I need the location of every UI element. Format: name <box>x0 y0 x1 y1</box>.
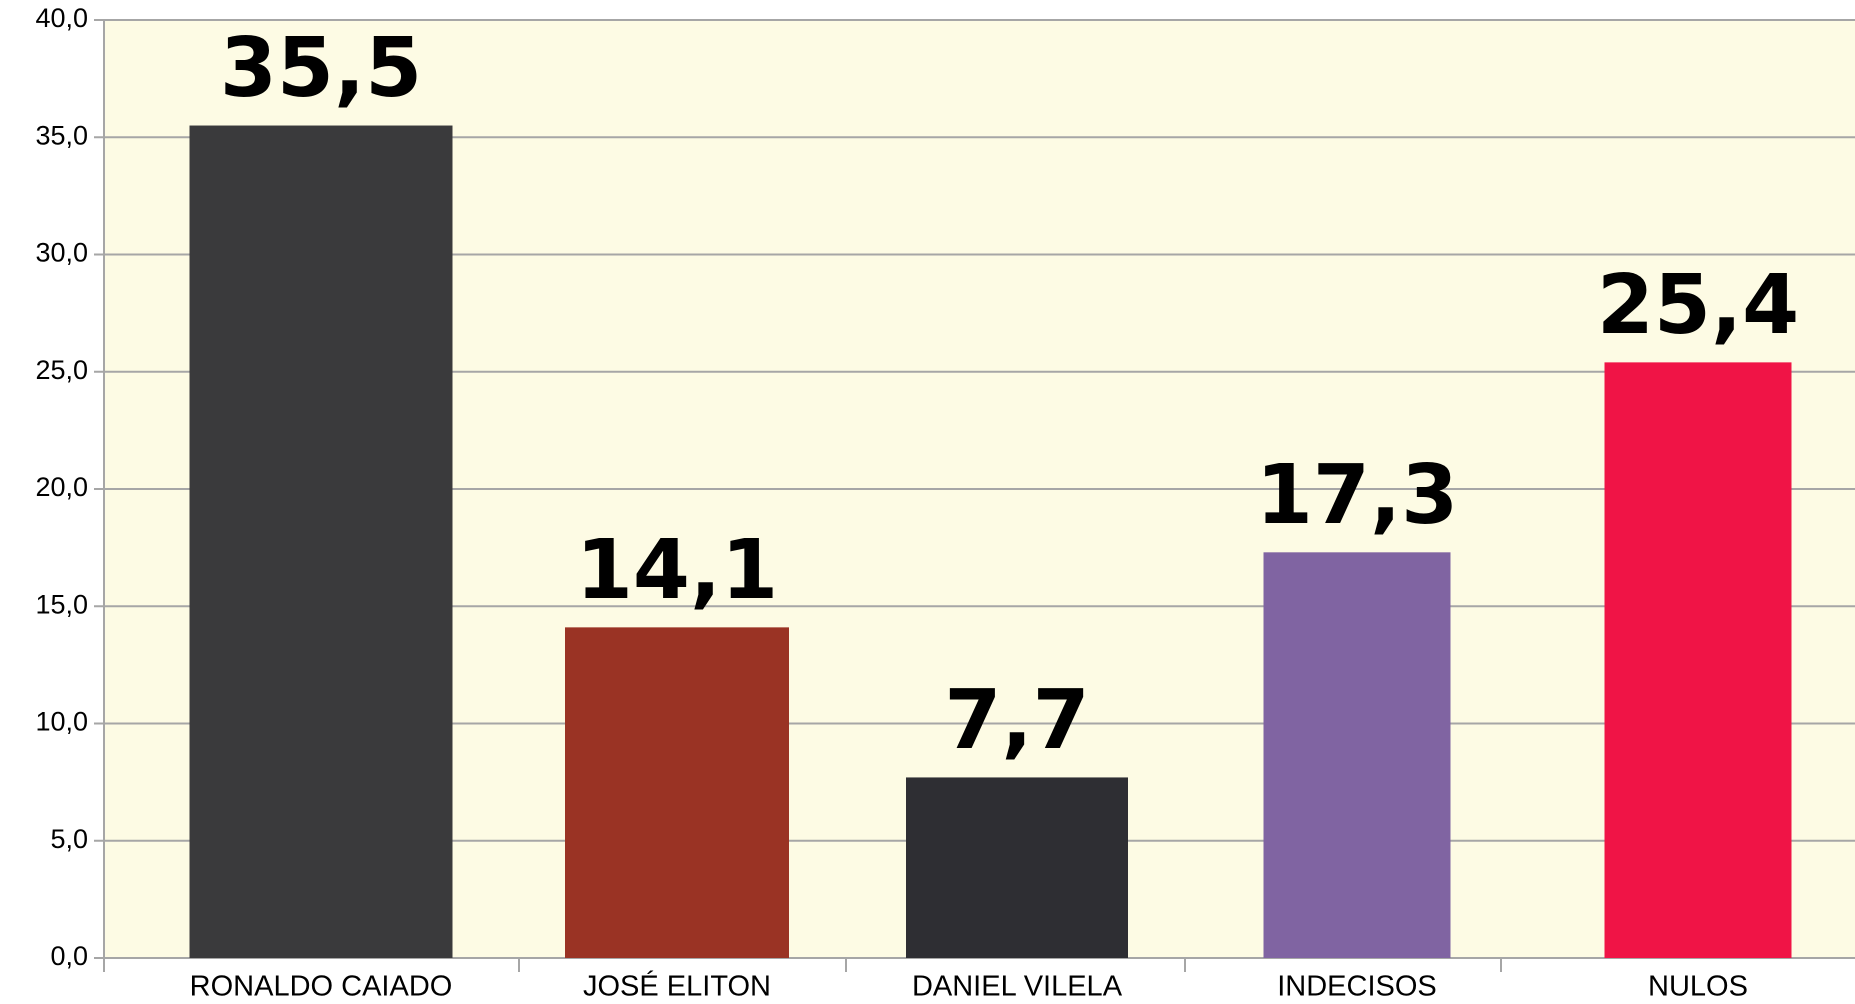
value-label: 7,7 <box>944 673 1089 768</box>
y-tick-label: 15,0 <box>35 589 88 619</box>
y-tick-label: 40,0 <box>35 3 88 33</box>
x-tick-label: JOSÉ ELITON <box>583 970 771 1003</box>
y-tick-label: 20,0 <box>35 472 88 502</box>
value-label: 25,4 <box>1597 258 1799 353</box>
bar <box>565 627 789 958</box>
x-tick-label: NULOS <box>1648 971 1748 1003</box>
bar <box>189 125 453 958</box>
bar <box>1604 362 1792 958</box>
bar <box>906 777 1128 958</box>
bar <box>1263 552 1451 958</box>
x-tick-label: DANIEL VILELA <box>912 971 1123 1003</box>
y-tick-label: 25,0 <box>35 355 88 385</box>
y-tick-label: 10,0 <box>35 707 88 737</box>
x-tick-label: INDECISOS <box>1277 971 1437 1003</box>
y-tick-label: 35,0 <box>35 120 88 150</box>
value-label: 17,3 <box>1256 448 1458 543</box>
x-tick-label: RONALDO CAIADO <box>190 971 453 1003</box>
y-tick-label: 0,0 <box>50 941 88 971</box>
y-tick-label: 5,0 <box>50 824 88 854</box>
y-tick-label: 30,0 <box>35 238 88 268</box>
value-label: 14,1 <box>576 523 778 618</box>
value-label: 35,5 <box>220 21 422 116</box>
